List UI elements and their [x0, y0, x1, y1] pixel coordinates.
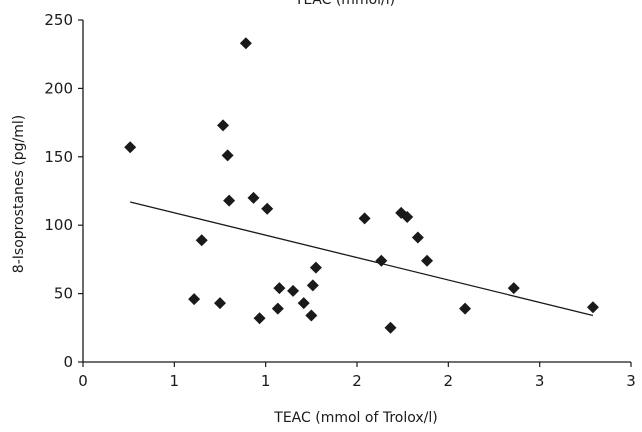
x-tick-label: 3 [626, 372, 636, 390]
data-point [309, 261, 322, 274]
y-tick-label: 200 [44, 79, 73, 97]
x-axis-ticks: 0 1 1 2 2 3 3 [78, 362, 636, 390]
y-axis-label: 8-Isoprostanes (pg/ml) [11, 115, 27, 273]
x-tick-label: 1 [170, 372, 180, 390]
x-tick-label: 3 [535, 372, 545, 390]
data-point [306, 279, 319, 292]
axes [82, 20, 631, 363]
data-point [384, 321, 397, 334]
data-point [401, 210, 414, 223]
trendline [130, 201, 594, 317]
trendline-group [130, 201, 594, 317]
x-tick-label: 1 [261, 372, 271, 390]
x-tick-label: 2 [444, 372, 454, 390]
data-point [253, 312, 266, 325]
y-tick-label: 50 [54, 285, 73, 303]
chart-title: TEAC (mmol/l) [294, 0, 395, 8]
y-tick-label: 250 [44, 11, 73, 29]
data-point [287, 284, 300, 297]
data-point [223, 194, 236, 207]
data-point [411, 231, 424, 244]
y-tick-label: 100 [44, 216, 73, 234]
data-point [273, 282, 286, 295]
data-point [239, 37, 252, 50]
data-point [221, 149, 234, 162]
data-point [188, 293, 201, 306]
data-point [261, 202, 274, 215]
data-point [421, 254, 434, 267]
data-point [507, 282, 520, 295]
data-points [124, 37, 599, 334]
data-point [305, 309, 318, 322]
data-point [195, 234, 208, 247]
y-tick-label: 150 [44, 148, 73, 166]
data-point [297, 297, 310, 310]
data-point [124, 141, 137, 154]
data-point [247, 191, 260, 204]
data-point [217, 119, 230, 132]
data-point [459, 302, 472, 315]
x-tick-label: 2 [352, 372, 362, 390]
y-tick-label: 0 [63, 353, 73, 371]
x-axis-label: TEAC (mmol of Trolox/l) [273, 410, 437, 426]
data-point [375, 254, 388, 267]
y-axis-ticks: 0 50 100 150 200 250 [44, 11, 83, 371]
data-point [271, 302, 284, 315]
data-point [586, 301, 599, 314]
data-point [214, 297, 226, 310]
x-tick-label: 0 [78, 372, 88, 390]
data-point [358, 212, 371, 225]
